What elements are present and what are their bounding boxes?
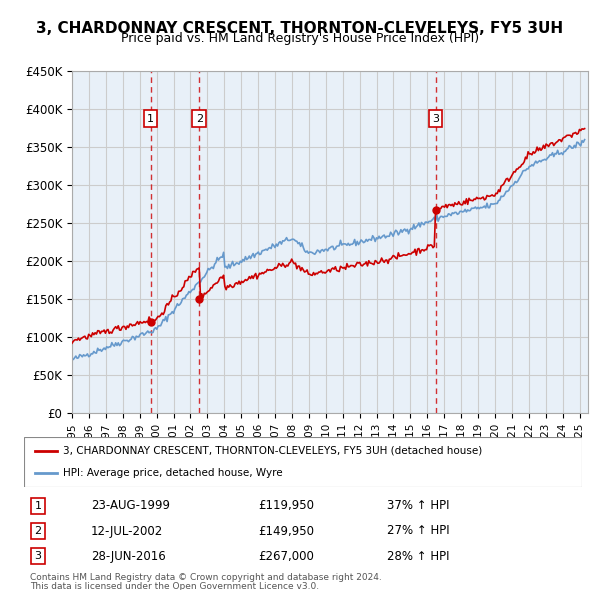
- Text: Contains HM Land Registry data © Crown copyright and database right 2024.: Contains HM Land Registry data © Crown c…: [30, 573, 382, 582]
- Text: 1: 1: [147, 114, 154, 124]
- Text: HPI: Average price, detached house, Wyre: HPI: Average price, detached house, Wyre: [63, 468, 283, 478]
- Text: 1: 1: [34, 501, 41, 511]
- Text: 28-JUN-2016: 28-JUN-2016: [91, 549, 166, 563]
- Text: £267,000: £267,000: [259, 549, 314, 563]
- Text: 3, CHARDONNAY CRESCENT, THORNTON-CLEVELEYS, FY5 3UH: 3, CHARDONNAY CRESCENT, THORNTON-CLEVELE…: [37, 21, 563, 35]
- Text: This data is licensed under the Open Government Licence v3.0.: This data is licensed under the Open Gov…: [30, 582, 319, 590]
- Text: 3, CHARDONNAY CRESCENT, THORNTON-CLEVELEYS, FY5 3UH (detached house): 3, CHARDONNAY CRESCENT, THORNTON-CLEVELE…: [63, 445, 482, 455]
- Text: 37% ↑ HPI: 37% ↑ HPI: [387, 499, 449, 513]
- Text: Price paid vs. HM Land Registry's House Price Index (HPI): Price paid vs. HM Land Registry's House …: [121, 32, 479, 45]
- Text: 3: 3: [432, 114, 439, 124]
- Text: 3: 3: [34, 551, 41, 561]
- Text: 2: 2: [34, 526, 41, 536]
- Text: 23-AUG-1999: 23-AUG-1999: [91, 499, 170, 513]
- FancyBboxPatch shape: [24, 437, 582, 487]
- Text: 2: 2: [196, 114, 203, 124]
- Text: 12-JUL-2002: 12-JUL-2002: [91, 525, 163, 537]
- Text: £149,950: £149,950: [259, 525, 314, 537]
- Text: 27% ↑ HPI: 27% ↑ HPI: [387, 525, 449, 537]
- Text: 28% ↑ HPI: 28% ↑ HPI: [387, 549, 449, 563]
- Text: £119,950: £119,950: [259, 499, 314, 513]
